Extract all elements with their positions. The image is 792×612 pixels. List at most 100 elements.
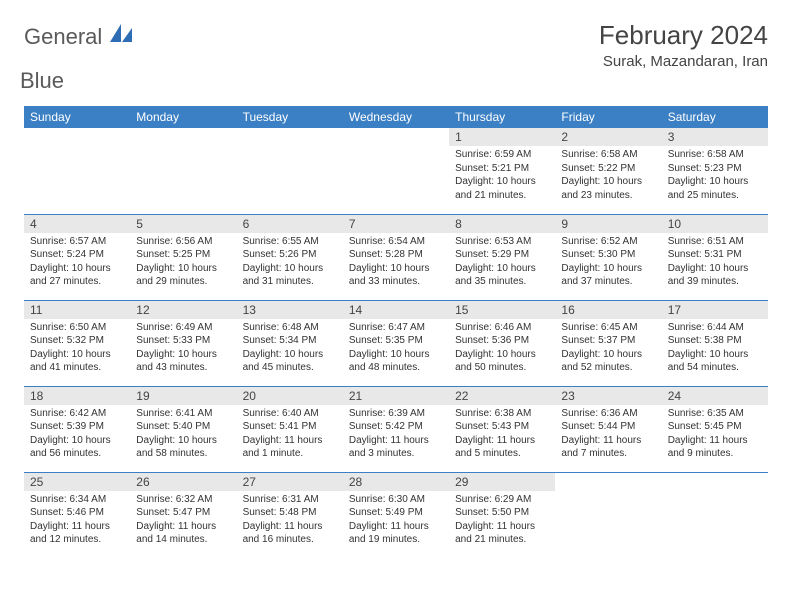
calendar-day-cell: 16Sunrise: 6:45 AMSunset: 5:37 PMDayligh… xyxy=(555,300,661,386)
day-body: Sunrise: 6:38 AMSunset: 5:43 PMDaylight:… xyxy=(449,405,555,465)
day-sunrise: Sunrise: 6:56 AM xyxy=(136,235,230,249)
day-number: 7 xyxy=(343,215,449,233)
day-body: Sunrise: 6:44 AMSunset: 5:38 PMDaylight:… xyxy=(662,319,768,379)
day-number: 15 xyxy=(449,301,555,319)
day-sunrise: Sunrise: 6:57 AM xyxy=(30,235,124,249)
day-body: Sunrise: 6:50 AMSunset: 5:32 PMDaylight:… xyxy=(24,319,130,379)
title-block: February 2024 Surak, Mazandaran, Iran xyxy=(599,20,768,70)
day-sunrise: Sunrise: 6:58 AM xyxy=(668,148,762,162)
calendar-day-cell: 9Sunrise: 6:52 AMSunset: 5:30 PMDaylight… xyxy=(555,214,661,300)
day-sunrise: Sunrise: 6:31 AM xyxy=(243,493,337,507)
calendar-week-row: 1Sunrise: 6:59 AMSunset: 5:21 PMDaylight… xyxy=(24,128,768,214)
day-number: 5 xyxy=(130,215,236,233)
day-daylight: Daylight: 10 hours and 39 minutes. xyxy=(668,262,762,289)
day-sunset: Sunset: 5:50 PM xyxy=(455,506,549,520)
day-number: 16 xyxy=(555,301,661,319)
day-body: Sunrise: 6:49 AMSunset: 5:33 PMDaylight:… xyxy=(130,319,236,379)
calendar-day-cell: 28Sunrise: 6:30 AMSunset: 5:49 PMDayligh… xyxy=(343,472,449,558)
day-sunrise: Sunrise: 6:36 AM xyxy=(561,407,655,421)
day-sunset: Sunset: 5:26 PM xyxy=(243,248,337,262)
calendar-day-cell: 13Sunrise: 6:48 AMSunset: 5:34 PMDayligh… xyxy=(237,300,343,386)
day-sunset: Sunset: 5:21 PM xyxy=(455,162,549,176)
day-sunrise: Sunrise: 6:42 AM xyxy=(30,407,124,421)
day-sunrise: Sunrise: 6:30 AM xyxy=(349,493,443,507)
day-sunset: Sunset: 5:23 PM xyxy=(668,162,762,176)
day-body: Sunrise: 6:51 AMSunset: 5:31 PMDaylight:… xyxy=(662,233,768,293)
day-body: Sunrise: 6:57 AMSunset: 5:24 PMDaylight:… xyxy=(24,233,130,293)
day-sunset: Sunset: 5:45 PM xyxy=(668,420,762,434)
weekday-header: Wednesday xyxy=(343,106,449,128)
day-daylight: Daylight: 11 hours and 21 minutes. xyxy=(455,520,549,547)
day-daylight: Daylight: 10 hours and 56 minutes. xyxy=(30,434,124,461)
day-sunrise: Sunrise: 6:44 AM xyxy=(668,321,762,335)
weekday-header: Tuesday xyxy=(237,106,343,128)
day-sunrise: Sunrise: 6:29 AM xyxy=(455,493,549,507)
day-number: 22 xyxy=(449,387,555,405)
day-sunset: Sunset: 5:30 PM xyxy=(561,248,655,262)
day-sunset: Sunset: 5:37 PM xyxy=(561,334,655,348)
day-sunrise: Sunrise: 6:39 AM xyxy=(349,407,443,421)
calendar-week-row: 18Sunrise: 6:42 AMSunset: 5:39 PMDayligh… xyxy=(24,386,768,472)
day-number: 14 xyxy=(343,301,449,319)
day-number: 23 xyxy=(555,387,661,405)
day-sunset: Sunset: 5:32 PM xyxy=(30,334,124,348)
day-sunrise: Sunrise: 6:50 AM xyxy=(30,321,124,335)
day-sunrise: Sunrise: 6:54 AM xyxy=(349,235,443,249)
day-daylight: Daylight: 10 hours and 52 minutes. xyxy=(561,348,655,375)
calendar-day-cell: 25Sunrise: 6:34 AMSunset: 5:46 PMDayligh… xyxy=(24,472,130,558)
day-sunset: Sunset: 5:34 PM xyxy=(243,334,337,348)
calendar-day-cell: 14Sunrise: 6:47 AMSunset: 5:35 PMDayligh… xyxy=(343,300,449,386)
day-number: 10 xyxy=(662,215,768,233)
calendar-week-row: 4Sunrise: 6:57 AMSunset: 5:24 PMDaylight… xyxy=(24,214,768,300)
day-daylight: Daylight: 10 hours and 25 minutes. xyxy=(668,175,762,202)
day-daylight: Daylight: 10 hours and 27 minutes. xyxy=(30,262,124,289)
calendar-day-cell: 11Sunrise: 6:50 AMSunset: 5:32 PMDayligh… xyxy=(24,300,130,386)
day-daylight: Daylight: 11 hours and 1 minute. xyxy=(243,434,337,461)
day-sunrise: Sunrise: 6:41 AM xyxy=(136,407,230,421)
day-body: Sunrise: 6:58 AMSunset: 5:22 PMDaylight:… xyxy=(555,146,661,206)
weekday-header: Saturday xyxy=(662,106,768,128)
day-daylight: Daylight: 11 hours and 19 minutes. xyxy=(349,520,443,547)
day-body: Sunrise: 6:39 AMSunset: 5:42 PMDaylight:… xyxy=(343,405,449,465)
day-daylight: Daylight: 10 hours and 31 minutes. xyxy=(243,262,337,289)
day-sunset: Sunset: 5:38 PM xyxy=(668,334,762,348)
calendar-day-cell: 6Sunrise: 6:55 AMSunset: 5:26 PMDaylight… xyxy=(237,214,343,300)
day-daylight: Daylight: 11 hours and 7 minutes. xyxy=(561,434,655,461)
day-number: 24 xyxy=(662,387,768,405)
day-daylight: Daylight: 10 hours and 37 minutes. xyxy=(561,262,655,289)
day-body: Sunrise: 6:41 AMSunset: 5:40 PMDaylight:… xyxy=(130,405,236,465)
day-body: Sunrise: 6:35 AMSunset: 5:45 PMDaylight:… xyxy=(662,405,768,465)
calendar-day-cell: 26Sunrise: 6:32 AMSunset: 5:47 PMDayligh… xyxy=(130,472,236,558)
day-body: Sunrise: 6:54 AMSunset: 5:28 PMDaylight:… xyxy=(343,233,449,293)
day-body: Sunrise: 6:55 AMSunset: 5:26 PMDaylight:… xyxy=(237,233,343,293)
day-number: 12 xyxy=(130,301,236,319)
calendar-day-cell: 29 Sunrise: 6:29 AMSunset: 5:50 PMDayligh… xyxy=(449,472,555,558)
day-number: 1 xyxy=(449,128,555,146)
month-title: February 2024 xyxy=(599,20,768,51)
day-number: 25 xyxy=(24,473,130,491)
day-body: Sunrise: 6:58 AMSunset: 5:23 PMDaylight:… xyxy=(662,146,768,206)
day-sunset: Sunset: 5:44 PM xyxy=(561,420,655,434)
day-sunrise: Sunrise: 6:48 AM xyxy=(243,321,337,335)
day-daylight: Daylight: 10 hours and 33 minutes. xyxy=(349,262,443,289)
day-number: 29 xyxy=(449,473,555,491)
day-body: Sunrise: 6:36 AMSunset: 5:44 PMDaylight:… xyxy=(555,405,661,465)
day-body: Sunrise: 6:32 AMSunset: 5:47 PMDaylight:… xyxy=(130,491,236,551)
day-sunset: Sunset: 5:36 PM xyxy=(455,334,549,348)
day-number: 3 xyxy=(662,128,768,146)
day-number: 13 xyxy=(237,301,343,319)
day-sunset: Sunset: 5:47 PM xyxy=(136,506,230,520)
day-body: Sunrise: 6:59 AMSunset: 5:21 PMDaylight:… xyxy=(449,146,555,206)
calendar-day-cell: 18Sunrise: 6:42 AMSunset: 5:39 PMDayligh… xyxy=(24,386,130,472)
calendar-day-cell: 23Sunrise: 6:36 AMSunset: 5:44 PMDayligh… xyxy=(555,386,661,472)
day-number: 28 xyxy=(343,473,449,491)
day-number: 8 xyxy=(449,215,555,233)
day-body: Sunrise: 6:30 AMSunset: 5:49 PMDaylight:… xyxy=(343,491,449,551)
location-label: Surak, Mazandaran, Iran xyxy=(599,53,768,70)
calendar-day-cell: 7Sunrise: 6:54 AMSunset: 5:28 PMDaylight… xyxy=(343,214,449,300)
day-sunrise: Sunrise: 6:46 AM xyxy=(455,321,549,335)
day-number: 11 xyxy=(24,301,130,319)
weekday-header: Monday xyxy=(130,106,236,128)
day-sunset: Sunset: 5:43 PM xyxy=(455,420,549,434)
day-daylight: Daylight: 10 hours and 58 minutes. xyxy=(136,434,230,461)
